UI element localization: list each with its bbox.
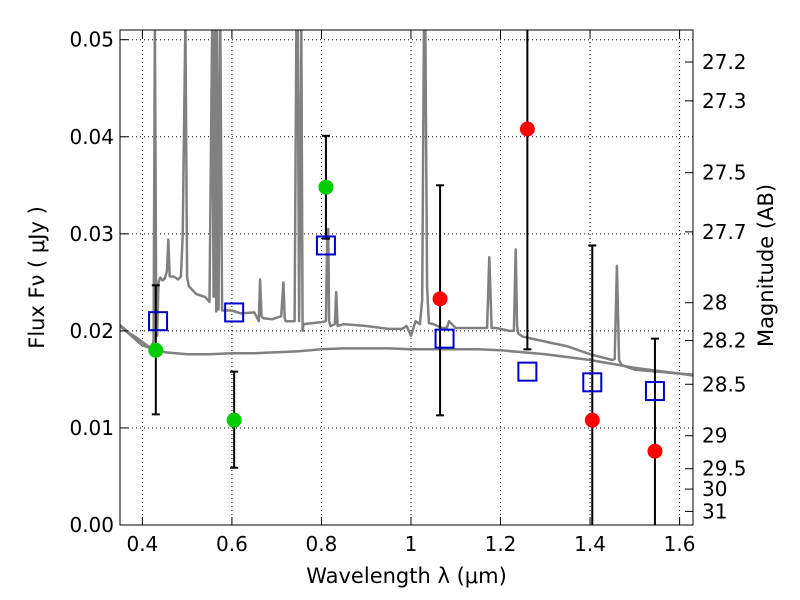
- data-point: [226, 412, 242, 428]
- data-point: [432, 291, 448, 307]
- y2-tick-label: 28.5: [702, 372, 747, 396]
- y2-tick-label: 27.5: [702, 161, 747, 185]
- model-square: [582, 372, 603, 393]
- y2-tick-label: 31: [702, 499, 727, 523]
- continuum-line: [120, 325, 693, 376]
- y2-tick-label: 28: [702, 291, 727, 315]
- x-tick-label: 1.2: [485, 532, 517, 556]
- data-point: [647, 443, 663, 459]
- y2-axis-title: Magnitude (AB): [754, 184, 778, 347]
- y2-tick-label: 29.5: [702, 457, 747, 481]
- y-axis-title: Flux Fν ( μJy ): [25, 206, 49, 349]
- spectrum-lines: [120, 30, 693, 377]
- y2-tick-label: 28.2: [702, 329, 747, 353]
- y-tick-label: 0.02: [69, 319, 114, 343]
- y2-tick-label: 27.2: [702, 50, 747, 74]
- y-tick-label: 0.04: [69, 125, 114, 149]
- x-tick-label: 0.8: [306, 532, 338, 556]
- data-point: [584, 412, 600, 428]
- y-tick-label: 0.00: [69, 513, 114, 537]
- model-square: [224, 302, 245, 323]
- x-tick-label: 1.6: [664, 532, 696, 556]
- data-point: [148, 342, 164, 358]
- x-tick-label: 1.4: [574, 532, 606, 556]
- model-square: [644, 381, 665, 402]
- model-square: [434, 328, 455, 349]
- x-tick-label: 0.4: [126, 532, 158, 556]
- model-square: [148, 311, 169, 332]
- y-tick-label: 0.01: [69, 416, 114, 440]
- model-square: [315, 235, 336, 256]
- data-point: [318, 179, 334, 195]
- spectrum-line: [120, 30, 693, 377]
- grid-lines: [120, 30, 693, 526]
- model-square: [517, 361, 538, 382]
- y2-tick-label: 30: [702, 477, 727, 501]
- y-tick-label: 0.05: [69, 28, 114, 52]
- x-tick-label: 1: [405, 532, 418, 556]
- error-bars: [151, 30, 659, 525]
- data-point: [519, 121, 535, 137]
- axis-ticks: 0.4 0.6 0.8 1 1.2 1.4 1.6 0.00 0.01 0.02 0.03 0.04 0…: [69, 28, 746, 556]
- y2-tick-label: 27.7: [702, 220, 747, 244]
- y2-tick-label: 27.3: [702, 89, 747, 113]
- y-tick-label: 0.03: [69, 222, 114, 246]
- x-axis-title: Wavelength λ (μm): [306, 564, 507, 588]
- y2-tick-label: 29: [702, 424, 727, 448]
- plot-frame: [119, 29, 694, 526]
- x-tick-label: 0.6: [216, 532, 248, 556]
- data-markers: [148, 121, 665, 459]
